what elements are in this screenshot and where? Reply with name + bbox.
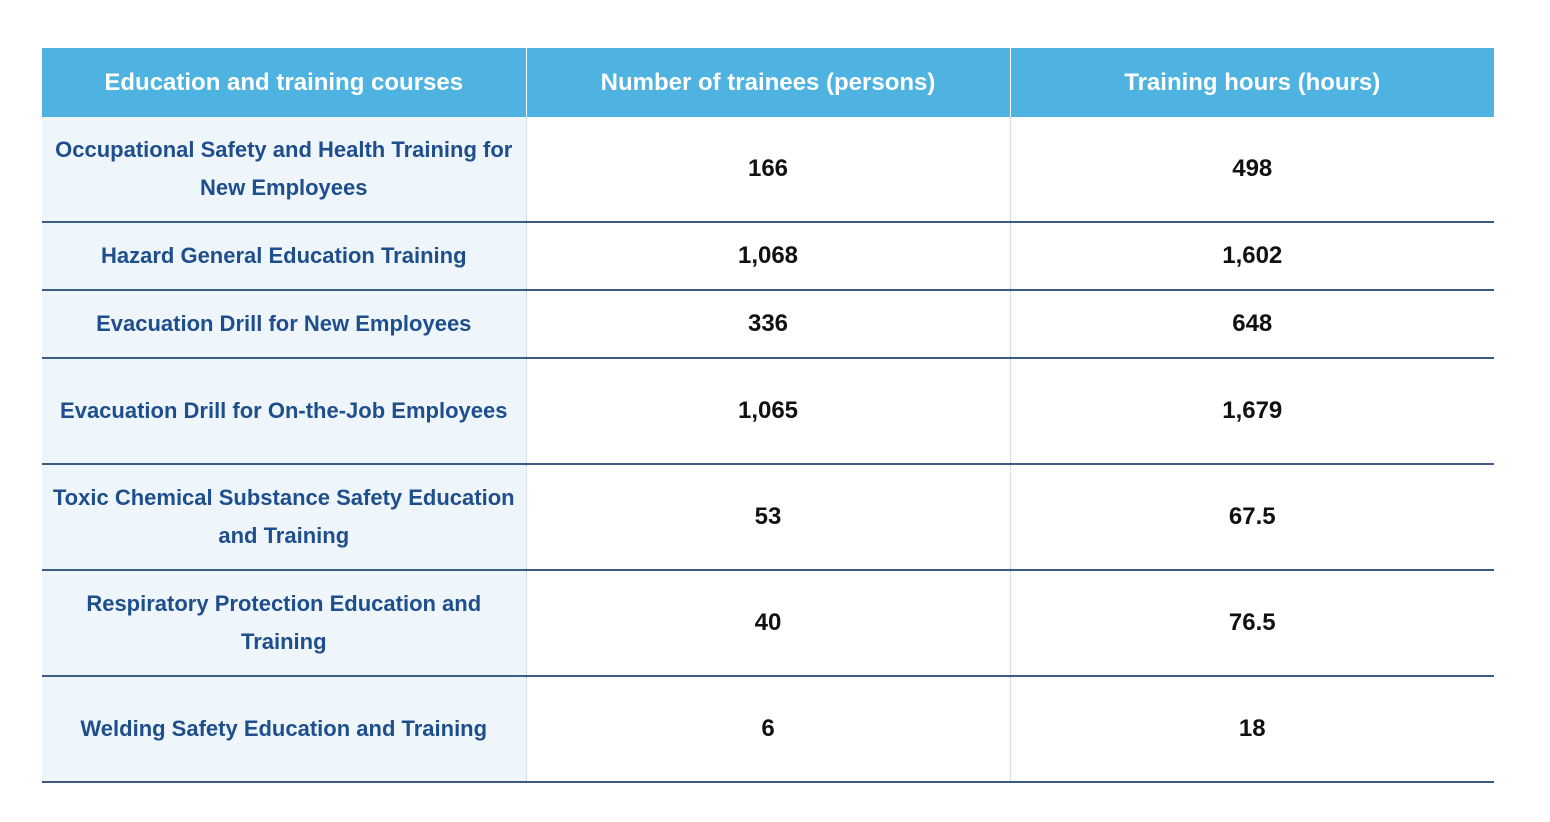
course-name: Toxic Chemical Substance Safety Educatio… — [42, 464, 526, 571]
cell-value: 18 — [1009, 676, 1494, 783]
training-table: Education and training courses Number of … — [42, 48, 1494, 783]
table-row: Welding Safety Education and Training 6 18 — [42, 676, 1494, 783]
cell-value: 1,602 — [1009, 222, 1494, 291]
cell-value: 336 — [525, 290, 1010, 359]
table-body: Occupational Safety and Health Training … — [42, 117, 1494, 783]
cell-value: 166 — [525, 117, 1010, 223]
cell-value: 76.5 — [1009, 570, 1494, 677]
cell-value: 67.5 — [1009, 464, 1494, 571]
course-name: Welding Safety Education and Training — [42, 676, 526, 783]
course-name: Hazard General Education Training — [42, 222, 526, 291]
cell-value: 1,068 — [525, 222, 1010, 291]
table-row: Evacuation Drill for On-the-Job Employee… — [42, 358, 1494, 465]
table-row: Evacuation Drill for New Employees 336 648 — [42, 290, 1494, 359]
table-row: Toxic Chemical Substance Safety Educatio… — [42, 464, 1494, 571]
cell-value: 40 — [525, 570, 1010, 677]
course-name: Evacuation Drill for On-the-Job Employee… — [42, 358, 526, 465]
table-row: Occupational Safety and Health Training … — [42, 117, 1494, 223]
column-header: Training hours (hours) — [1009, 48, 1494, 117]
cell-value: 1,065 — [525, 358, 1010, 465]
column-header: Education and training courses — [42, 48, 526, 117]
cell-value: 1,679 — [1009, 358, 1494, 465]
cell-value: 648 — [1009, 290, 1494, 359]
table-row: Respiratory Protection Education and Tra… — [42, 570, 1494, 677]
header-row: Education and training courses Number of … — [42, 48, 1494, 117]
column-header: Number of trainees (persons) — [525, 48, 1010, 117]
table-row: Hazard General Education Training 1,068 1,… — [42, 222, 1494, 291]
course-name: Evacuation Drill for New Employees — [42, 290, 526, 359]
course-name: Respiratory Protection Education and Tra… — [42, 570, 526, 677]
cell-value: 498 — [1009, 117, 1494, 223]
course-name: Occupational Safety and Health Training … — [42, 117, 526, 223]
cell-value: 53 — [525, 464, 1010, 571]
cell-value: 6 — [525, 676, 1010, 783]
